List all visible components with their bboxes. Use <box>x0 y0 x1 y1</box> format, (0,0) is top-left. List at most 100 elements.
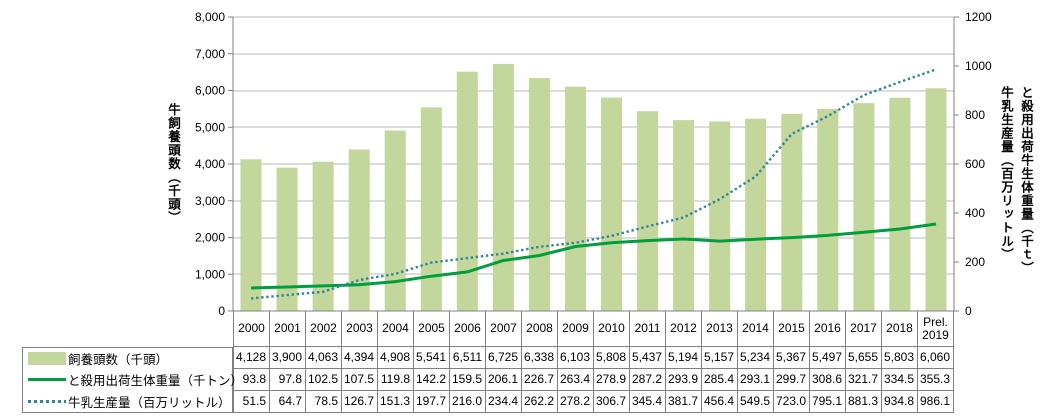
right-tick-label: 600 <box>965 157 985 171</box>
table-value-row3: 78.5 <box>306 391 342 413</box>
right-tick-label: 0 <box>965 304 972 318</box>
legend-label-liveweight: と殺用出荷生体重量（千トン） <box>68 374 244 389</box>
table-value-row3: 549.5 <box>738 391 774 413</box>
bar-2017 <box>853 103 875 311</box>
table-value-row3: 381.7 <box>666 391 702 413</box>
table-value-row2: 287.2 <box>630 369 666 391</box>
left-tick-label: 6,000 <box>195 84 225 98</box>
line-milk-dotted <box>250 68 937 300</box>
right-tick-label: 400 <box>965 206 985 220</box>
bar-2018 <box>889 97 911 311</box>
bar-Prel. 2019 <box>925 88 947 311</box>
dotted-line-swatch-icon <box>28 399 66 403</box>
left-tick-label: 7,000 <box>195 47 225 61</box>
legend-label-milk: 牛乳生産量（百万リットル） <box>68 395 231 410</box>
table-value-row2: 321.7 <box>846 369 882 391</box>
right-axis-title-line2: 牛乳生産量（百万リットル） <box>999 86 1013 262</box>
year-header-cell: 2006 <box>450 311 486 347</box>
bar-2000 <box>240 159 262 311</box>
table-value-row2: 293.9 <box>666 369 702 391</box>
table-value-row2: 93.8 <box>234 369 270 391</box>
table-value-row2: 334.5 <box>882 369 918 391</box>
table-value-row1: 6,338 <box>522 347 558 369</box>
table-value-row1: 5,194 <box>666 347 702 369</box>
table-value-row3: 262.2 <box>522 391 558 413</box>
table-value-row3: 126.7 <box>342 391 378 413</box>
right-axis-title-line1: と殺用出荷牛生体重量（千ｔ） <box>1019 86 1033 275</box>
table-value-row1: 5,157 <box>702 347 738 369</box>
left-tick-label: 1,000 <box>195 267 225 281</box>
table-value-row2: 107.5 <box>342 369 378 391</box>
year-header-cell: 2000 <box>234 311 270 347</box>
left-tick-label: 2,000 <box>195 231 225 245</box>
table-value-row2: 308.6 <box>810 369 846 391</box>
table-value-row2: 119.8 <box>378 369 414 391</box>
table-value-row1: 4,063 <box>306 347 342 369</box>
table-value-row1: 6,725 <box>486 347 522 369</box>
year-header-cell: 2005 <box>414 311 450 347</box>
table-value-row1: 4,128 <box>234 347 270 369</box>
table-value-row1: 6,060 <box>918 347 954 369</box>
data-table: 2000 2001 2002 2003 2004 2005 2006 2007 2008 2009… <box>233 311 954 413</box>
table-value-row1: 5,234 <box>738 347 774 369</box>
table-value-row1: 5,497 <box>810 347 846 369</box>
legend: 飼養頭数（千頭） と殺用出荷生体重量（千トン） 牛乳生産量（百万リットル） <box>22 347 243 413</box>
table-value-row3: 278.2 <box>558 391 594 413</box>
left-tick-label: 5,000 <box>195 120 225 134</box>
year-header-cell: 2001 <box>270 311 306 347</box>
bar-2011 <box>637 111 659 311</box>
left-tick-label: 0 <box>218 304 225 318</box>
year-header-cell: 2003 <box>342 311 378 347</box>
table-value-row3: 723.0 <box>774 391 810 413</box>
right-tick-label: 1200 <box>965 10 992 24</box>
left-tick-label: 3,000 <box>195 194 225 208</box>
table-value-row2: 206.1 <box>486 369 522 391</box>
table-value-row2: 355.3 <box>918 369 954 391</box>
year-header-cell: 2012 <box>666 311 702 347</box>
bar-2004 <box>384 130 406 311</box>
table-value-row2: 263.4 <box>558 369 594 391</box>
bar-2002 <box>312 161 334 311</box>
right-tick-label: 800 <box>965 108 985 122</box>
table-value-row3: 51.5 <box>234 391 270 413</box>
table-value-row1: 6,103 <box>558 347 594 369</box>
table-value-row2: 299.7 <box>774 369 810 391</box>
table-value-row3: 345.4 <box>630 391 666 413</box>
bar-2006 <box>456 71 478 311</box>
bar-2008 <box>528 78 550 311</box>
left-tick-label: 8,000 <box>195 10 225 24</box>
table-value-row1: 4,394 <box>342 347 378 369</box>
left-axis-title: 牛飼養頭数（千頭） <box>166 103 180 225</box>
year-header-cell: Prel. 2019 <box>918 311 954 347</box>
bar-2012 <box>673 120 695 311</box>
table-value-row1: 3,900 <box>270 347 306 369</box>
year-header-cell: 2007 <box>486 311 522 347</box>
bar-2007 <box>492 63 514 312</box>
table-value-row2: 285.4 <box>702 369 738 391</box>
table-value-row3: 881.3 <box>846 391 882 413</box>
bar-swatch-icon <box>28 352 66 366</box>
table-value-row3: 986.1 <box>918 391 954 413</box>
bar-2013 <box>709 121 731 311</box>
table-value-row2: 102.5 <box>306 369 342 391</box>
legend-item-herd: 飼養頭数（千頭） <box>23 348 232 369</box>
table-value-row2: 159.5 <box>450 369 486 391</box>
year-header-cell: 2017 <box>846 311 882 347</box>
year-header-cell: 2009 <box>558 311 594 347</box>
bar-2015 <box>781 113 803 311</box>
right-tick-label: 1000 <box>965 59 992 73</box>
table-value-row1: 5,655 <box>846 347 882 369</box>
year-header-cell: 2016 <box>810 311 846 347</box>
year-header-cell: 2018 <box>882 311 918 347</box>
table-value-row3: 197.7 <box>414 391 450 413</box>
table-value-row3: 234.4 <box>486 391 522 413</box>
table-value-row2: 97.8 <box>270 369 306 391</box>
table-value-row1: 5,541 <box>414 347 450 369</box>
table-value-row1: 5,437 <box>630 347 666 369</box>
year-header-cell: 2011 <box>630 311 666 347</box>
table-value-row3: 456.4 <box>702 391 738 413</box>
left-tick-label: 4,000 <box>195 157 225 171</box>
table-value-row3: 795.1 <box>810 391 846 413</box>
